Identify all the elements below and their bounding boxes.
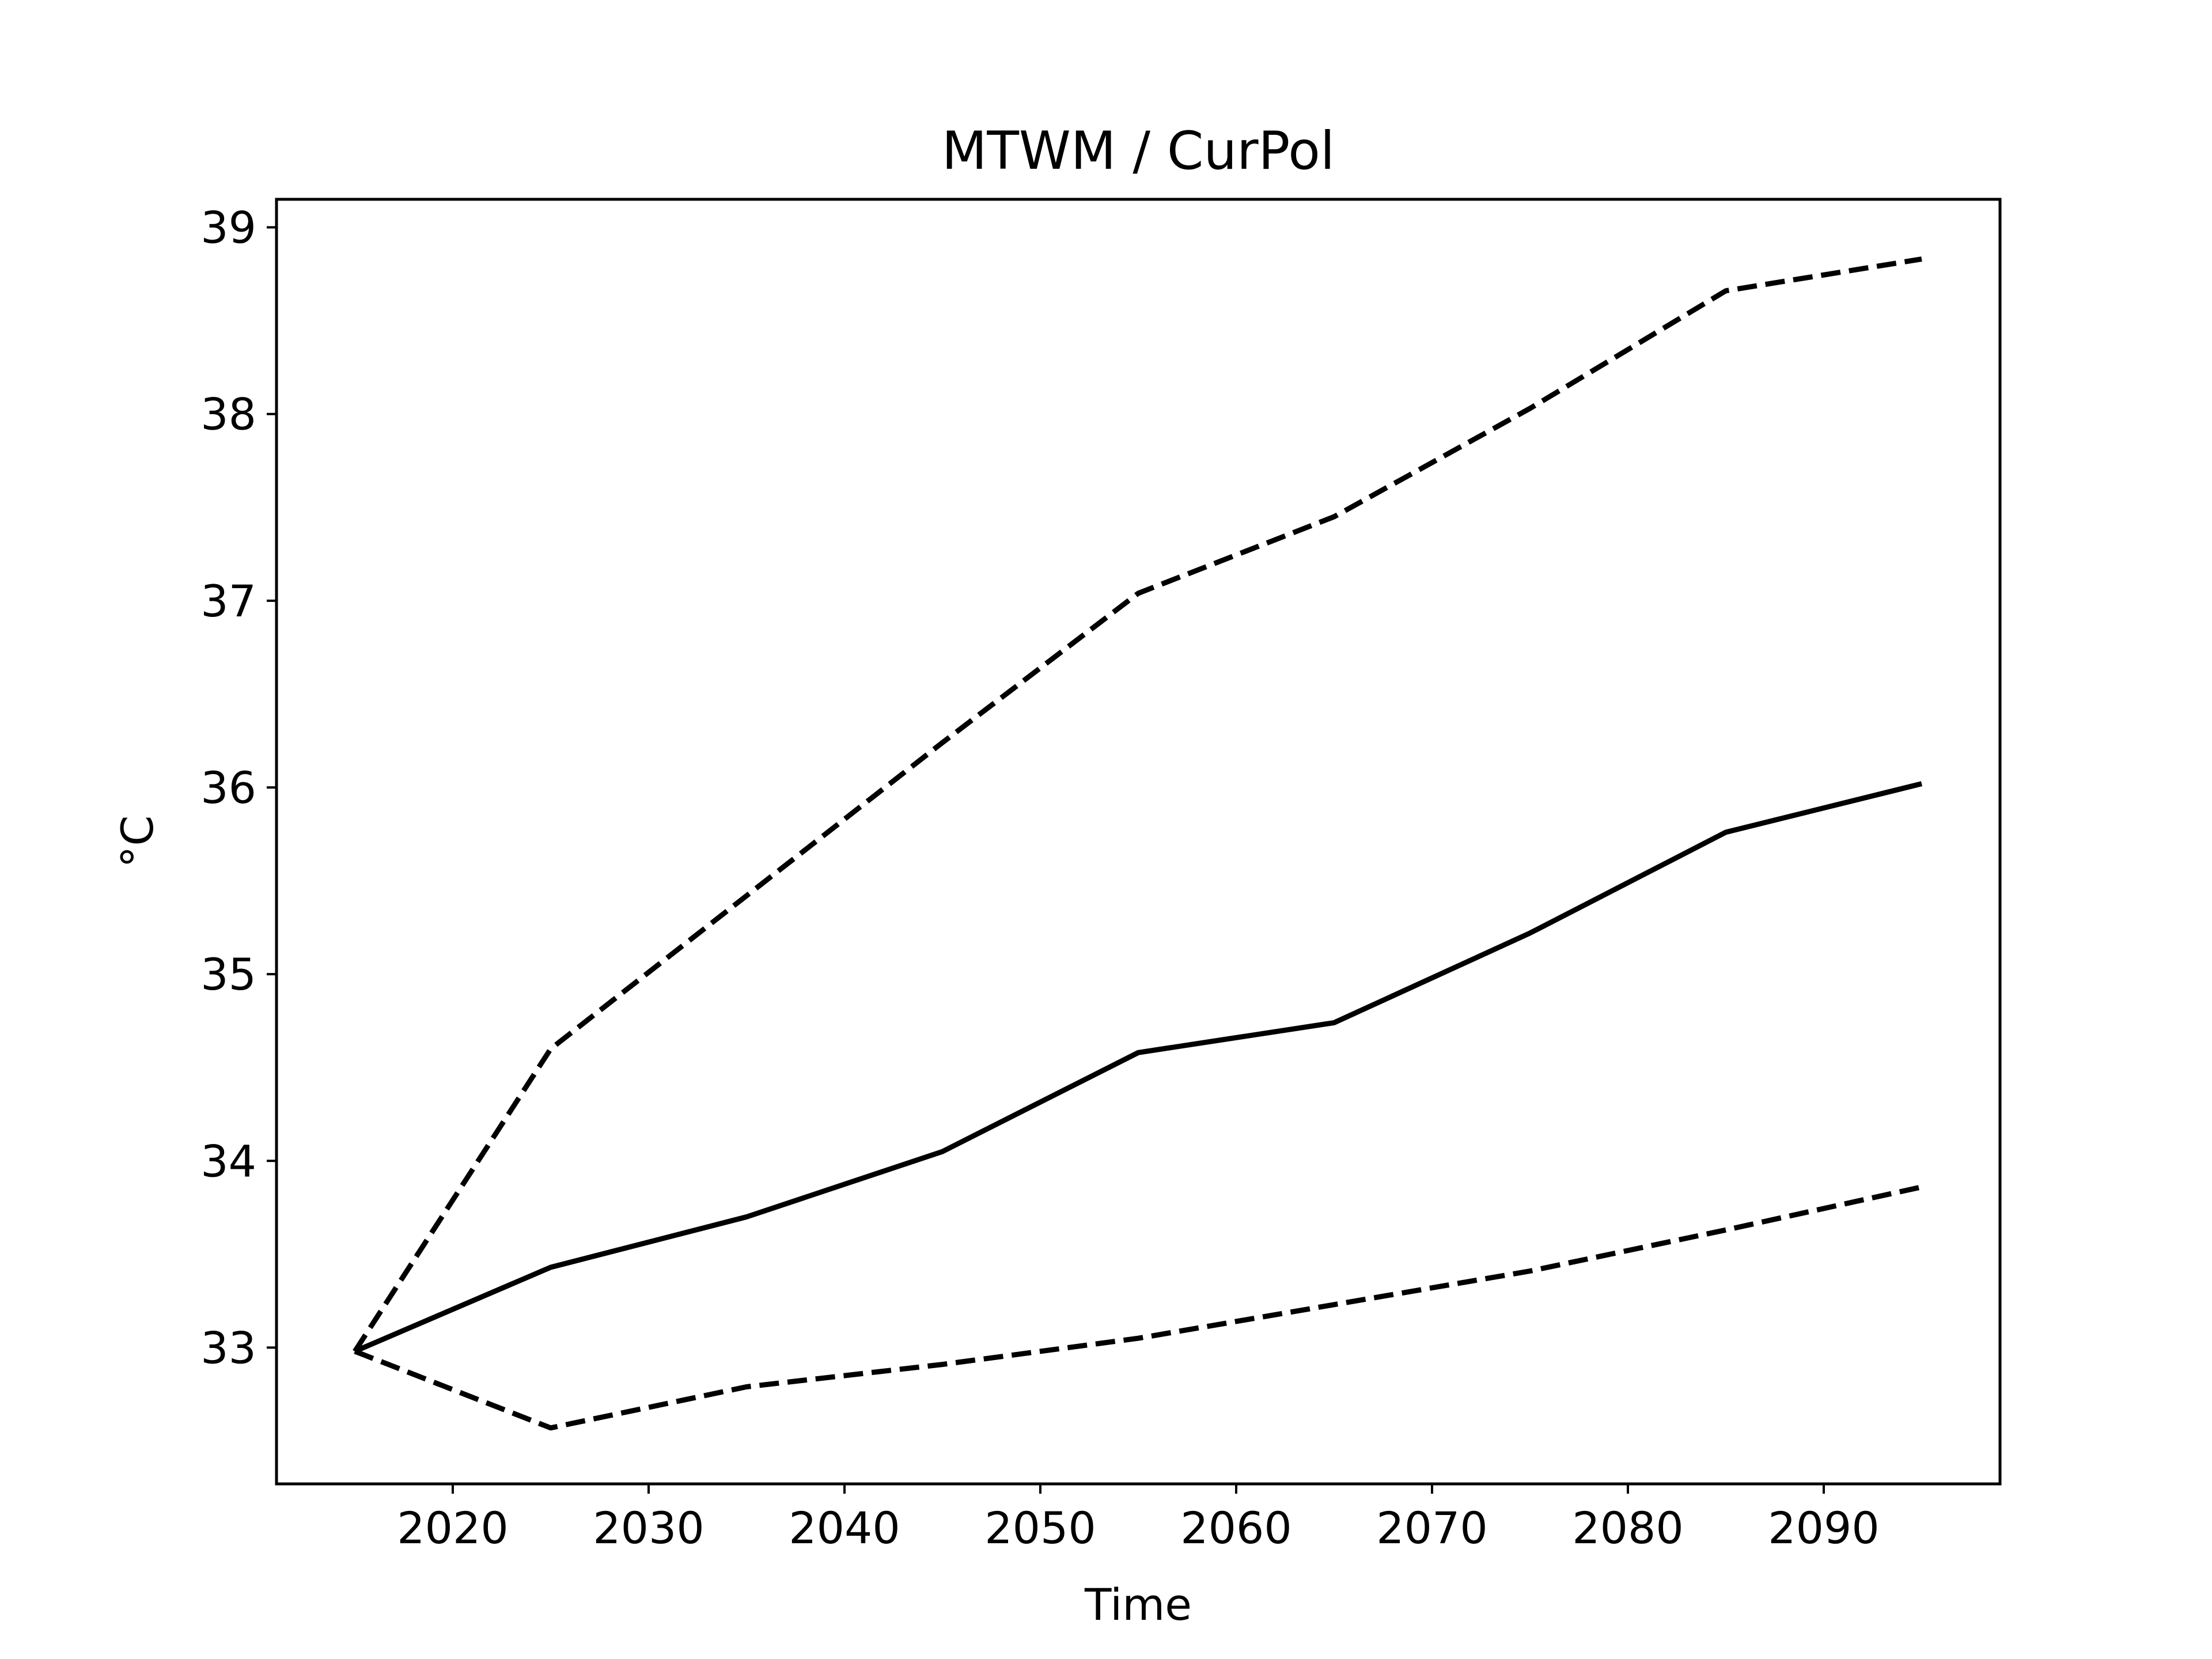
x-tick-label: 2040 [789,1502,900,1554]
y-tick-label: 39 [200,202,256,253]
chart-title: MTWM / CurPol [942,121,1335,181]
x-tick-label: 2080 [1572,1502,1683,1554]
series-line-2 [354,1184,1922,1431]
series-line-1 [353,256,1922,1353]
y-tick-label: 33 [200,1322,256,1373]
y-tick-label: 36 [200,762,256,813]
x-axis-label: Time [1084,1579,1192,1630]
x-tick-label: 2030 [593,1502,704,1554]
x-tick-label: 2020 [397,1502,508,1554]
x-tick-label: 2060 [1180,1502,1291,1554]
x-tick-label: 2070 [1376,1502,1487,1554]
y-tick-label: 38 [200,389,256,440]
series-layer [353,256,1923,1431]
x-axis: 2020 2030 2040 2050 2060 2070 2080 2090 [397,1484,1880,1554]
y-tick-label: 35 [200,949,256,1000]
y-axis-label: °C [112,815,163,868]
series-line-0 [354,781,1923,1354]
x-tick-label: 2090 [1768,1502,1879,1554]
y-tick-label: 37 [200,575,256,627]
plot-frame [275,198,2002,1486]
y-axis: 33 34 35 36 37 38 39 [200,202,276,1373]
x-tick-label: 2050 [984,1502,1096,1554]
y-tick-label: 34 [200,1135,256,1187]
